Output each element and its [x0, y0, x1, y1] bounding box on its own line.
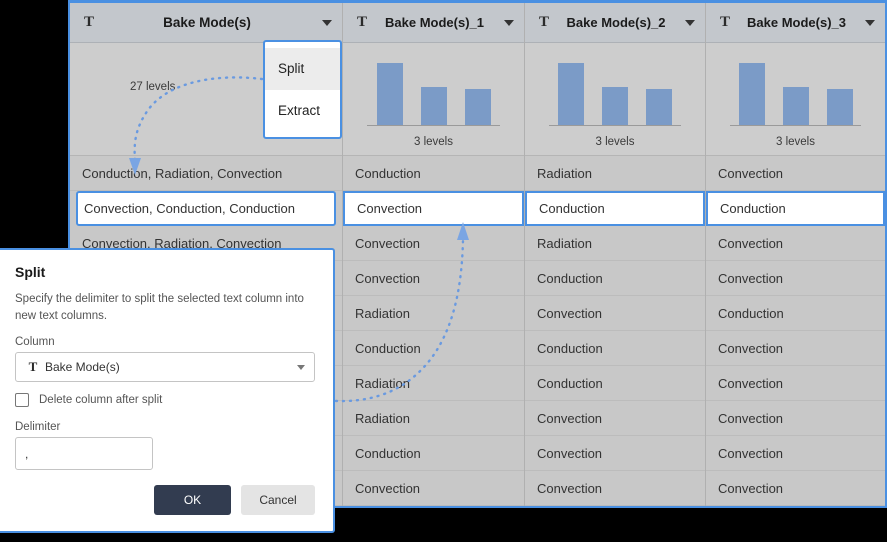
delete-column-checkbox-row[interactable]: Delete column after split — [15, 393, 315, 408]
table-cell[interactable]: Convection — [706, 401, 885, 436]
histogram-bar — [558, 63, 584, 125]
histogram-bar — [420, 87, 447, 125]
table-cell[interactable]: Conduction — [525, 366, 705, 401]
grid-column-bake-modes-3: T Bake Mode(s)_3 3 levels Convection Con… — [706, 3, 885, 506]
column-levels-3: 3 levels — [776, 136, 815, 148]
histogram-bar — [602, 87, 628, 125]
column-summary-2: 3 levels — [525, 43, 705, 156]
column-summary-1: 3 levels — [343, 43, 524, 156]
table-cell[interactable]: Convection — [525, 401, 705, 436]
table-cell[interactable]: Conduction, Radiation, Convection — [70, 156, 342, 191]
column-histogram-2 — [525, 53, 705, 125]
histogram-bar — [738, 63, 765, 125]
table-cell[interactable]: Convection — [343, 261, 524, 296]
delete-column-checkbox-label: Delete column after split — [39, 394, 163, 407]
text-type-icon: T — [356, 14, 367, 30]
ok-button[interactable]: OK — [154, 485, 231, 515]
table-cell[interactable]: Conduction — [525, 261, 705, 296]
table-cell[interactable]: Convection — [525, 471, 705, 506]
column-summary-3: 3 levels — [706, 43, 885, 156]
histogram-bar — [646, 89, 672, 125]
column-header-0[interactable]: T Bake Mode(s) — [70, 3, 342, 43]
menu-item-split[interactable]: Split — [265, 48, 340, 90]
table-cell[interactable]: Conduction — [343, 331, 524, 366]
column-levels-0: 27 levels — [130, 81, 176, 93]
table-cell[interactable]: Convection — [343, 226, 524, 261]
table-cell[interactable]: Convection — [525, 296, 705, 331]
delimiter-input-value: , — [25, 446, 29, 461]
chevron-down-icon[interactable] — [322, 19, 332, 26]
text-type-icon: T — [719, 14, 730, 30]
dialog-buttons: OK Cancel — [154, 485, 315, 515]
column-header-3[interactable]: T Bake Mode(s)_3 — [706, 3, 885, 43]
text-type-icon: T — [28, 359, 38, 375]
chevron-down-icon[interactable] — [865, 19, 875, 26]
text-type-icon: T — [83, 14, 94, 30]
histogram-bar — [464, 89, 491, 125]
table-cell[interactable]: Convection — [706, 331, 885, 366]
table-cell[interactable]: Convection — [525, 436, 705, 471]
column-title-2: Bake Mode(s)_2 — [566, 15, 666, 30]
column-histogram-1 — [343, 53, 524, 125]
table-cell[interactable]: Radiation — [343, 366, 524, 401]
table-cell[interactable]: Conduction — [706, 296, 885, 331]
table-cell[interactable]: Conduction — [525, 331, 705, 366]
delimiter-input[interactable]: , — [15, 437, 153, 471]
column-context-menu[interactable]: Split Extract — [263, 40, 342, 139]
histogram-bar — [782, 87, 809, 125]
table-cell[interactable]: Convection — [706, 226, 885, 261]
histogram-axis — [730, 125, 861, 126]
column-title-1: Bake Mode(s)_1 — [385, 15, 484, 30]
column-levels-2: 3 levels — [595, 136, 635, 148]
histogram-axis — [549, 125, 681, 126]
chevron-down-icon[interactable] — [504, 19, 514, 26]
split-dialog[interactable]: Split Specify the delimiter to split the… — [0, 248, 335, 533]
chevron-down-icon[interactable] — [297, 364, 305, 370]
table-cell-selected[interactable]: Convection, Conduction, Conduction — [76, 191, 336, 226]
grid-column-bake-modes-1: T Bake Mode(s)_1 3 levels Conduction Con… — [343, 3, 525, 506]
histogram-bar — [376, 63, 403, 125]
table-cell[interactable]: Radiation — [525, 226, 705, 261]
column-header-2[interactable]: T Bake Mode(s)_2 — [525, 3, 705, 43]
table-cell[interactable]: Convection — [706, 261, 885, 296]
table-cell[interactable]: Convection — [343, 471, 524, 506]
column-levels-1: 3 levels — [414, 136, 453, 148]
column-histogram-3 — [706, 53, 885, 125]
histogram-bar — [826, 89, 853, 125]
column-header-1[interactable]: T Bake Mode(s)_1 — [343, 3, 524, 43]
table-cell[interactable]: Convection — [706, 156, 885, 191]
table-cell[interactable]: Convection — [706, 366, 885, 401]
table-cell[interactable]: Radiation — [343, 401, 524, 436]
dialog-description: Specify the delimiter to split the selec… — [15, 293, 304, 322]
table-cell[interactable]: Conduction — [343, 156, 524, 191]
table-cell[interactable]: Radiation — [525, 156, 705, 191]
table-cell-selected[interactable]: Conduction — [525, 191, 705, 226]
delete-column-checkbox[interactable] — [15, 393, 29, 408]
delimiter-field-label: Delimiter — [15, 421, 61, 434]
table-cell[interactable]: Radiation — [343, 296, 524, 331]
histogram-axis — [367, 125, 500, 126]
column-title-0: Bake Mode(s) — [163, 15, 251, 30]
cancel-button[interactable]: Cancel — [241, 485, 315, 515]
column-select[interactable]: T Bake Mode(s) — [15, 352, 315, 383]
text-type-icon: T — [538, 14, 549, 30]
grid-column-bake-modes-2: T Bake Mode(s)_2 3 levels Radiation Cond… — [525, 3, 706, 506]
column-select-value: Bake Mode(s) — [45, 360, 120, 375]
column-field-label: Column — [15, 336, 55, 349]
dialog-title: Split — [15, 264, 46, 280]
table-cell-selected[interactable]: Convection — [343, 191, 524, 226]
table-cell-selected[interactable]: Conduction — [706, 191, 885, 226]
chevron-down-icon[interactable] — [685, 19, 695, 26]
table-cell[interactable]: Convection — [706, 471, 885, 506]
table-cell[interactable]: Convection — [706, 436, 885, 471]
table-cell[interactable]: Conduction — [343, 436, 524, 471]
menu-item-extract[interactable]: Extract — [278, 102, 321, 118]
column-title-3: Bake Mode(s)_3 — [747, 15, 846, 30]
